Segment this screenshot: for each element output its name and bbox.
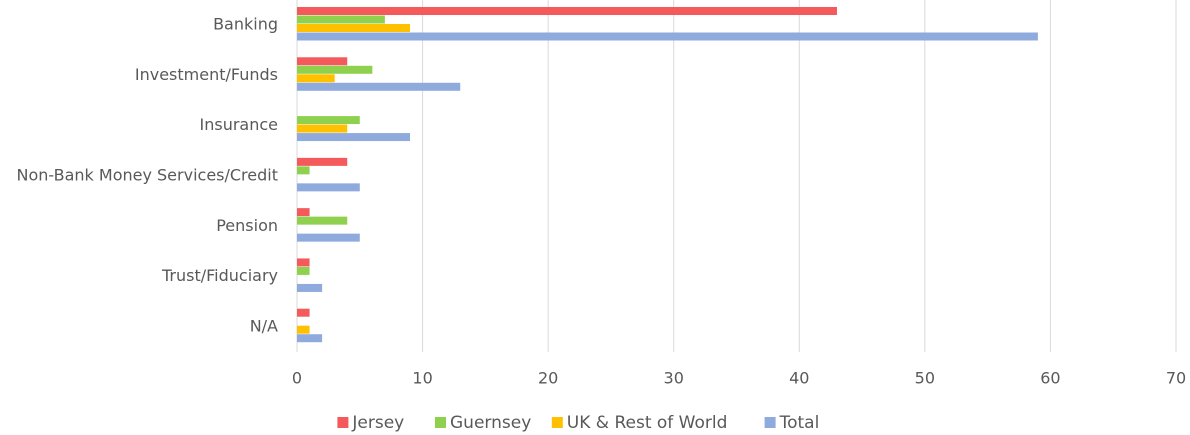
bar: [297, 116, 360, 125]
bar: [297, 266, 310, 275]
bar: [297, 65, 373, 74]
legend-label: Jersey: [351, 413, 404, 433]
x-tick-label: 10: [412, 369, 432, 388]
x-tick-label: 60: [1040, 369, 1060, 388]
bar: [297, 208, 310, 217]
bar: [297, 258, 310, 267]
bar: [297, 7, 837, 15]
x-tick-label: 40: [789, 369, 809, 388]
y-tick-label: Banking: [213, 15, 278, 34]
y-tick-label: N/A: [250, 316, 278, 335]
bar: [297, 233, 360, 242]
bar: [297, 283, 323, 292]
legend-swatch: [764, 417, 776, 428]
y-tick-label: Non-Bank Money Services/Credit: [17, 166, 278, 185]
legend: Jersey Guernsey UK & Rest of World Total: [337, 413, 819, 433]
bar: [297, 24, 411, 32]
y-tick-label: Pension: [216, 216, 278, 235]
bar: [297, 166, 310, 175]
legend-label: UK & Rest of World: [567, 413, 728, 433]
bar: [297, 334, 323, 343]
y-tick-label: Insurance: [200, 115, 279, 134]
y-tick-label: Investment/Funds: [135, 65, 278, 84]
bar: [297, 32, 1038, 41]
bar: [297, 57, 348, 66]
x-tick-label: 50: [915, 369, 935, 388]
x-tick-label: 20: [538, 369, 558, 388]
bar: [297, 15, 385, 24]
bar: [297, 133, 411, 142]
bar: [297, 183, 360, 192]
legend-swatch: [435, 417, 446, 428]
bar: [297, 124, 348, 133]
legend-swatch: [337, 417, 349, 428]
bar: [297, 157, 348, 166]
x-tick-label: 30: [664, 369, 684, 388]
legend-label: Guernsey: [450, 413, 531, 433]
bar: [297, 325, 310, 334]
y-tick-label: Trust/Fiduciary: [161, 266, 278, 285]
bar: [297, 308, 310, 317]
bar: [297, 74, 335, 83]
legend-swatch: [551, 417, 563, 428]
bar: [297, 82, 461, 91]
x-tick-label: 0: [292, 369, 302, 388]
legend-label: Total: [779, 413, 820, 433]
bar: [297, 216, 348, 225]
x-tick-label: 70: [1166, 369, 1186, 388]
